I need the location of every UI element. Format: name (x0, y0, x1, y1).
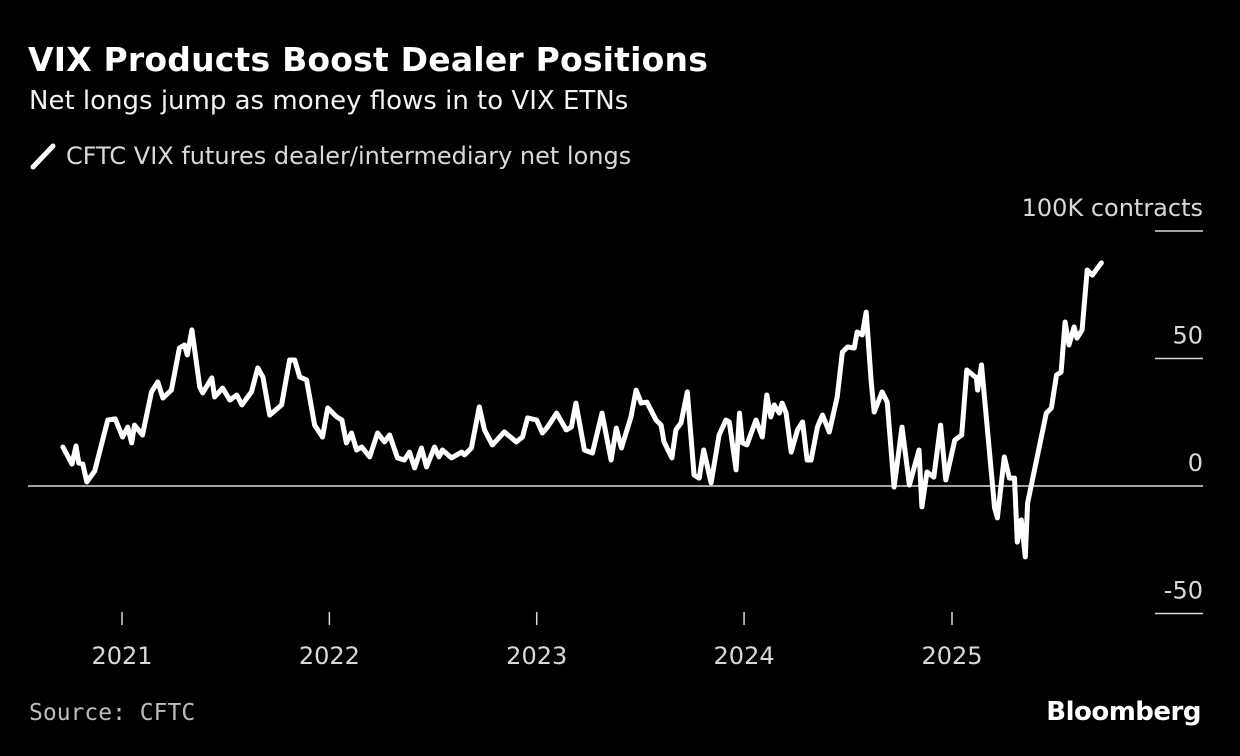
y-tick-label: 100K contracts (1022, 194, 1203, 222)
legend-line-icon (30, 143, 56, 170)
x-tick-label: 2022 (299, 642, 360, 670)
x-tick-label: 2023 (506, 642, 567, 670)
chart-title: VIX Products Boost Dealer Positions (28, 40, 709, 79)
legend: CFTC VIX futures dealer/intermediary net… (30, 142, 631, 170)
chart-subtitle: Net longs jump as money flows in to VIX … (29, 86, 629, 116)
x-axis: 2021 2022 2023 2024 2025 (91, 612, 983, 670)
x-tick-label: 2024 (714, 642, 775, 670)
y-axis: 100K contracts 50 0 -50 (28, 194, 1203, 615)
y-tick-label: -50 (1164, 577, 1203, 605)
x-tick-label: 2025 (921, 642, 982, 670)
y-tick-label: 50 (1172, 322, 1203, 350)
y-tick-label: 0 (1188, 449, 1203, 477)
legend-label: CFTC VIX futures dealer/intermediary net… (66, 142, 632, 170)
series-line (60, 260, 1104, 560)
x-tick-label: 2021 (91, 642, 152, 670)
bloomberg-logo: Bloomberg (1046, 697, 1201, 727)
source-note: Source: CFTC (29, 700, 196, 726)
